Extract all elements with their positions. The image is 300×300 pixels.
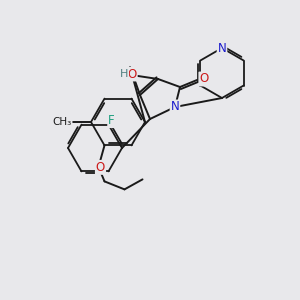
Text: N: N (171, 100, 179, 113)
Text: CH₃: CH₃ (52, 117, 72, 127)
Text: N: N (218, 41, 226, 55)
Text: O: O (200, 73, 208, 85)
Text: F: F (108, 114, 115, 127)
Text: O: O (96, 161, 105, 174)
Text: H: H (120, 69, 128, 79)
Text: O: O (128, 68, 136, 80)
